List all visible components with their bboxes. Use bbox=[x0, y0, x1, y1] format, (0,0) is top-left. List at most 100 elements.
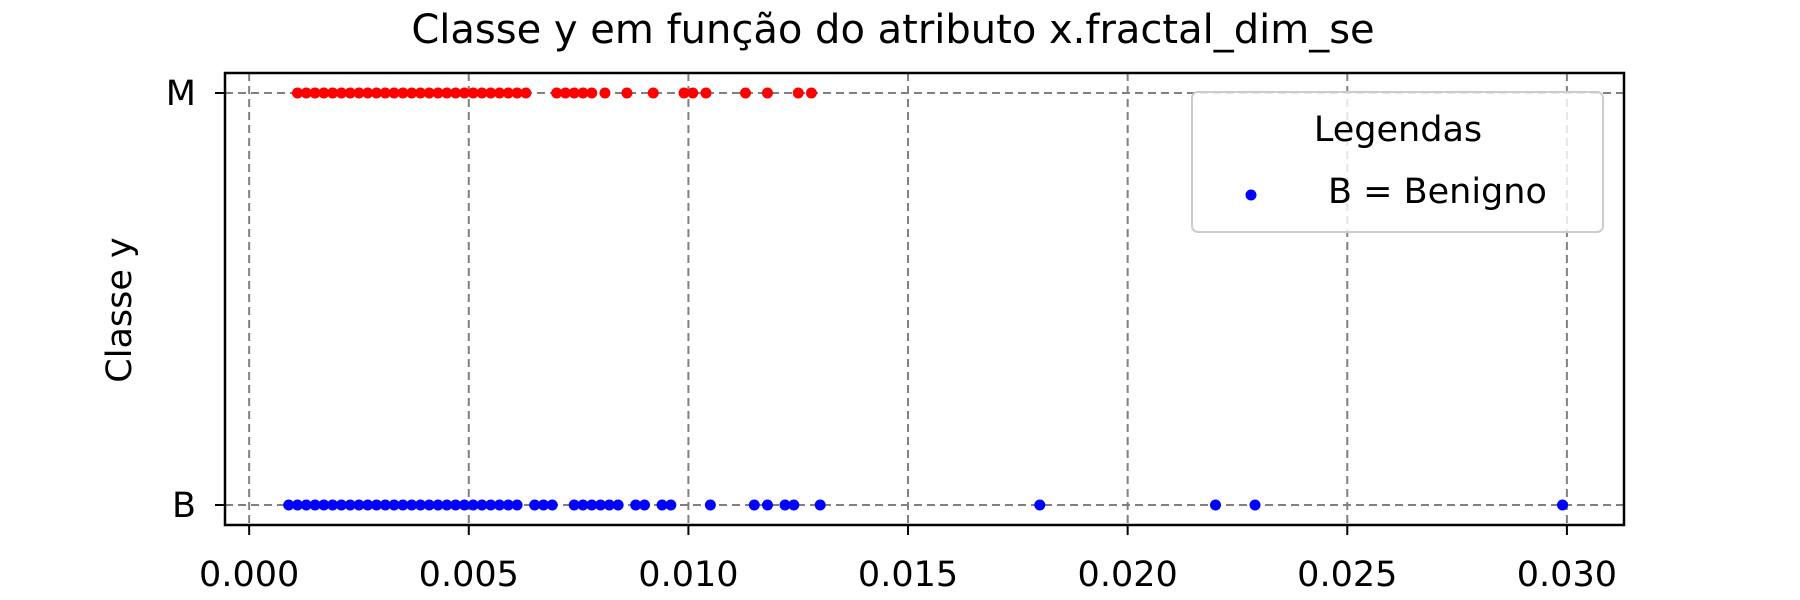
data-point bbox=[687, 87, 699, 99]
data-point bbox=[511, 499, 523, 511]
data-point bbox=[665, 499, 677, 511]
data-point bbox=[586, 87, 598, 99]
data-point bbox=[414, 499, 426, 511]
data-point bbox=[318, 499, 330, 511]
data-point bbox=[1557, 499, 1569, 511]
data-point bbox=[559, 87, 571, 99]
data-point bbox=[406, 87, 418, 99]
data-point bbox=[599, 87, 611, 99]
data-point bbox=[458, 87, 470, 99]
legend-marker-benigno bbox=[1245, 189, 1257, 201]
data-point bbox=[494, 499, 506, 511]
data-point bbox=[388, 87, 400, 99]
data-point bbox=[432, 499, 444, 511]
x-tick-label: 0.015 bbox=[858, 555, 958, 595]
data-point bbox=[700, 87, 712, 99]
data-point bbox=[814, 499, 826, 511]
data-point bbox=[502, 87, 514, 99]
data-point bbox=[704, 499, 716, 511]
data-point bbox=[630, 499, 642, 511]
data-point bbox=[309, 499, 321, 511]
data-point bbox=[371, 87, 383, 99]
data-point bbox=[805, 87, 817, 99]
data-point bbox=[520, 87, 532, 99]
data-point bbox=[779, 499, 791, 511]
legend-title: Legendas bbox=[1314, 110, 1482, 150]
data-point bbox=[485, 87, 497, 99]
data-point bbox=[577, 87, 589, 99]
data-point bbox=[1034, 499, 1046, 511]
data-point bbox=[638, 499, 650, 511]
data-point bbox=[761, 87, 773, 99]
data-point bbox=[494, 87, 506, 99]
data-point bbox=[344, 87, 356, 99]
x-axis: 0.000 0.005 0.010 0.015 0.020 0.025 0.030 bbox=[199, 525, 1617, 595]
data-point bbox=[397, 499, 409, 511]
data-point bbox=[371, 499, 383, 511]
data-point bbox=[388, 499, 400, 511]
data-point bbox=[467, 499, 479, 511]
data-point bbox=[423, 87, 435, 99]
y-axis-label: Classe y bbox=[100, 237, 140, 382]
legend: Legendas B = Benigno bbox=[1191, 91, 1604, 233]
grid bbox=[225, 73, 1624, 525]
y-tick-label: B bbox=[172, 486, 196, 526]
data-point bbox=[647, 87, 659, 99]
data-point bbox=[612, 499, 624, 511]
data-point bbox=[595, 499, 607, 511]
data-point bbox=[1249, 499, 1261, 511]
data-point bbox=[414, 87, 426, 99]
data-point bbox=[511, 87, 523, 99]
data-point bbox=[568, 87, 580, 99]
legend-box bbox=[1191, 91, 1604, 233]
data-point bbox=[397, 87, 409, 99]
data-point bbox=[603, 499, 615, 511]
y-axis: BM bbox=[166, 74, 225, 526]
data-point bbox=[788, 499, 800, 511]
data-point bbox=[309, 87, 321, 99]
data-point bbox=[546, 499, 558, 511]
data-point bbox=[291, 499, 303, 511]
data-point bbox=[485, 499, 497, 511]
x-tick-label: 0.010 bbox=[638, 555, 738, 595]
data-point bbox=[318, 87, 330, 99]
data-point bbox=[353, 87, 365, 99]
data-point bbox=[335, 87, 347, 99]
data-point bbox=[529, 499, 541, 511]
data-point bbox=[502, 499, 514, 511]
data-point bbox=[353, 499, 365, 511]
data-point bbox=[335, 499, 347, 511]
data-point bbox=[792, 87, 804, 99]
data-point bbox=[476, 499, 488, 511]
data-point bbox=[291, 87, 303, 99]
x-tick-label: 0.005 bbox=[419, 555, 519, 595]
data-point bbox=[441, 499, 453, 511]
chart-title: Classe y em função do atributo x.fractal… bbox=[411, 7, 1374, 53]
data-point bbox=[621, 87, 633, 99]
data-point bbox=[761, 499, 773, 511]
x-tick-label: 0.030 bbox=[1517, 555, 1617, 595]
data-point bbox=[344, 499, 356, 511]
data-point bbox=[300, 87, 312, 99]
data-point bbox=[450, 87, 462, 99]
data-point bbox=[476, 87, 488, 99]
data-points bbox=[283, 87, 1569, 511]
data-point bbox=[586, 499, 598, 511]
data-point bbox=[458, 499, 470, 511]
legend-entry-label: B = Benigno bbox=[1328, 172, 1547, 212]
data-point bbox=[740, 87, 752, 99]
data-point bbox=[327, 499, 339, 511]
data-point bbox=[551, 87, 563, 99]
data-point bbox=[423, 499, 435, 511]
data-point bbox=[379, 87, 391, 99]
data-point bbox=[656, 499, 668, 511]
data-point bbox=[450, 499, 462, 511]
data-point bbox=[432, 87, 444, 99]
x-tick-label: 0.025 bbox=[1297, 555, 1397, 595]
plot-frame bbox=[223, 71, 1626, 527]
y-tick-label: M bbox=[166, 74, 196, 114]
data-point bbox=[362, 499, 374, 511]
x-tick-label: 0.020 bbox=[1078, 555, 1178, 595]
data-point bbox=[300, 499, 312, 511]
